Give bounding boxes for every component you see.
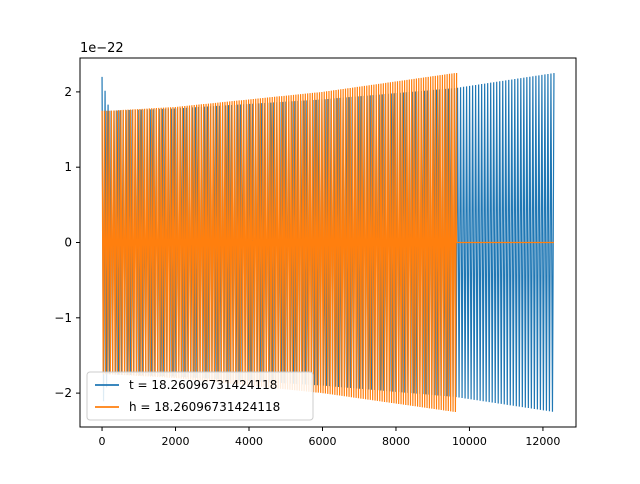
- x-tick-label-6000: 6000: [308, 435, 336, 448]
- legend-label-1: t = 18.26096731424118: [129, 378, 277, 392]
- axes-layer: 0 2000 4000 6000 8000 10000 12000 −2 −1 0 1 2: [54, 57, 577, 448]
- y-offset-label: 1e−22: [80, 41, 124, 56]
- x-tick-label-8000: 8000: [382, 435, 410, 448]
- legend-label-2: h = 18.26096731424118: [129, 400, 280, 414]
- series-layer: [101, 73, 555, 412]
- x-tick-label-2000: 2000: [162, 435, 190, 448]
- x-tick-label-4000: 4000: [235, 435, 263, 448]
- y-tick-label--2: −2: [54, 386, 72, 400]
- y-tick-label-0: 0: [64, 236, 72, 250]
- y-tick-label-1: 1: [64, 160, 72, 174]
- y-tick-label--1: −1: [54, 311, 72, 325]
- x-tick-label-0: 0: [99, 435, 106, 448]
- y-tick-label-2: 2: [64, 85, 72, 99]
- legend-box: [86, 371, 314, 421]
- x-tick-label-10000: 10000: [452, 435, 487, 448]
- x-tick-label-12000: 12000: [525, 435, 560, 448]
- legend: t = 18.26096731424118 h = 18.260967314241…: [86, 371, 314, 421]
